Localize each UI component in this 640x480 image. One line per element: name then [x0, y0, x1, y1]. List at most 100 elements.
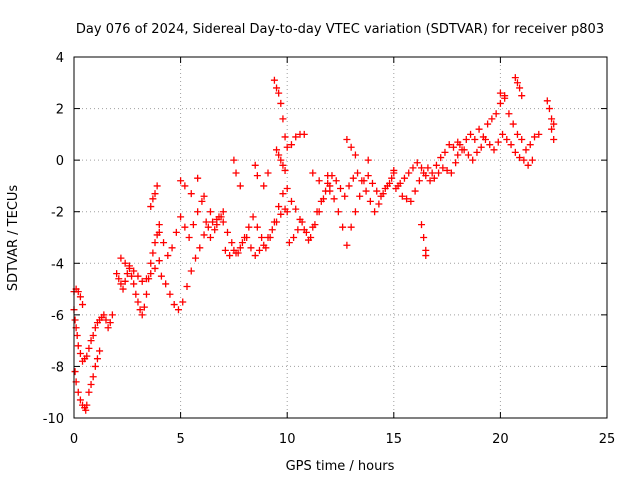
data-point [287, 141, 295, 149]
data-point [513, 130, 521, 138]
data-point [396, 179, 404, 187]
data-point [125, 262, 133, 270]
data-point [121, 277, 129, 285]
data-point [415, 177, 423, 185]
data-point [422, 172, 430, 180]
data-point [149, 249, 157, 257]
data-point [373, 187, 381, 195]
data-point [83, 352, 91, 360]
data-point [477, 143, 485, 151]
data-point [155, 257, 163, 265]
data-point [155, 228, 163, 236]
data-point [247, 244, 255, 252]
data-point [531, 133, 539, 141]
data-point [283, 143, 291, 151]
data-point [187, 190, 195, 198]
data-point [211, 226, 219, 234]
data-point [447, 169, 455, 177]
data-point [89, 373, 97, 381]
data-point [117, 254, 125, 262]
data-point [400, 174, 408, 182]
data-point [275, 151, 283, 159]
data-point [326, 187, 334, 195]
data-point [82, 406, 90, 414]
y-tick-label: 0 [56, 154, 64, 169]
data-point [168, 244, 176, 252]
data-point [405, 169, 413, 177]
data-point [445, 141, 453, 149]
data-point [362, 187, 370, 195]
data-point [522, 146, 530, 154]
data-point [277, 99, 285, 107]
data-point [488, 115, 496, 123]
data-point [130, 267, 138, 275]
data-point [230, 156, 238, 164]
data-point [328, 172, 336, 180]
data-point [315, 208, 323, 216]
data-point [147, 203, 155, 211]
data-point [481, 136, 489, 144]
data-point [407, 197, 415, 205]
data-point [226, 252, 234, 260]
data-point [183, 282, 191, 290]
data-point [298, 218, 306, 226]
data-point [292, 205, 300, 213]
data-point [232, 169, 240, 177]
data-point [76, 396, 84, 404]
data-point [339, 223, 347, 231]
data-point [281, 133, 289, 141]
data-point [273, 146, 281, 154]
data-point [368, 179, 376, 187]
x-tick-label: 10 [279, 432, 296, 447]
data-point [392, 185, 400, 193]
data-point [93, 355, 101, 363]
data-point [202, 218, 210, 226]
data-point [236, 244, 244, 252]
data-point [443, 166, 451, 174]
data-point [128, 272, 136, 280]
x-tick-label: 25 [599, 432, 616, 447]
y-tick-labels: -10 -8 -6 -4 -2 0 2 4 [43, 51, 64, 427]
data-point [108, 311, 116, 319]
data-point [194, 174, 202, 182]
data-point [219, 208, 227, 216]
data-point [277, 210, 285, 218]
data-point [456, 141, 464, 149]
data-point [123, 270, 131, 278]
data-point [253, 172, 261, 180]
data-point [260, 241, 268, 249]
data-point [160, 239, 168, 247]
data-point [337, 185, 344, 193]
data-point [181, 182, 189, 190]
data-point [275, 89, 283, 97]
data-point [390, 169, 398, 177]
data-point [113, 270, 121, 278]
data-point [106, 319, 114, 327]
data-point [273, 84, 281, 92]
chart-title: Day 076 of 2024, Sidereal Day-to-day VTE… [76, 22, 604, 37]
data-point [281, 166, 289, 174]
data-point [172, 228, 180, 236]
data-point [511, 74, 519, 82]
data-point [177, 177, 185, 185]
data-point [79, 301, 87, 309]
data-point [473, 148, 481, 156]
data-point [132, 290, 140, 298]
data-point [213, 221, 221, 229]
data-point [526, 141, 534, 149]
data-point [343, 241, 351, 249]
data-point [268, 226, 276, 234]
data-point [192, 254, 200, 262]
data-point [71, 368, 79, 376]
data-point [279, 161, 287, 169]
data-point [221, 246, 229, 254]
data-point [409, 164, 417, 172]
data-point [332, 177, 340, 185]
data-point [85, 344, 93, 352]
data-point [74, 342, 82, 350]
data-point [420, 234, 428, 241]
axis-ticks [73, 56, 608, 419]
data-point [251, 252, 259, 260]
data-point [449, 143, 457, 151]
data-point [371, 208, 379, 216]
